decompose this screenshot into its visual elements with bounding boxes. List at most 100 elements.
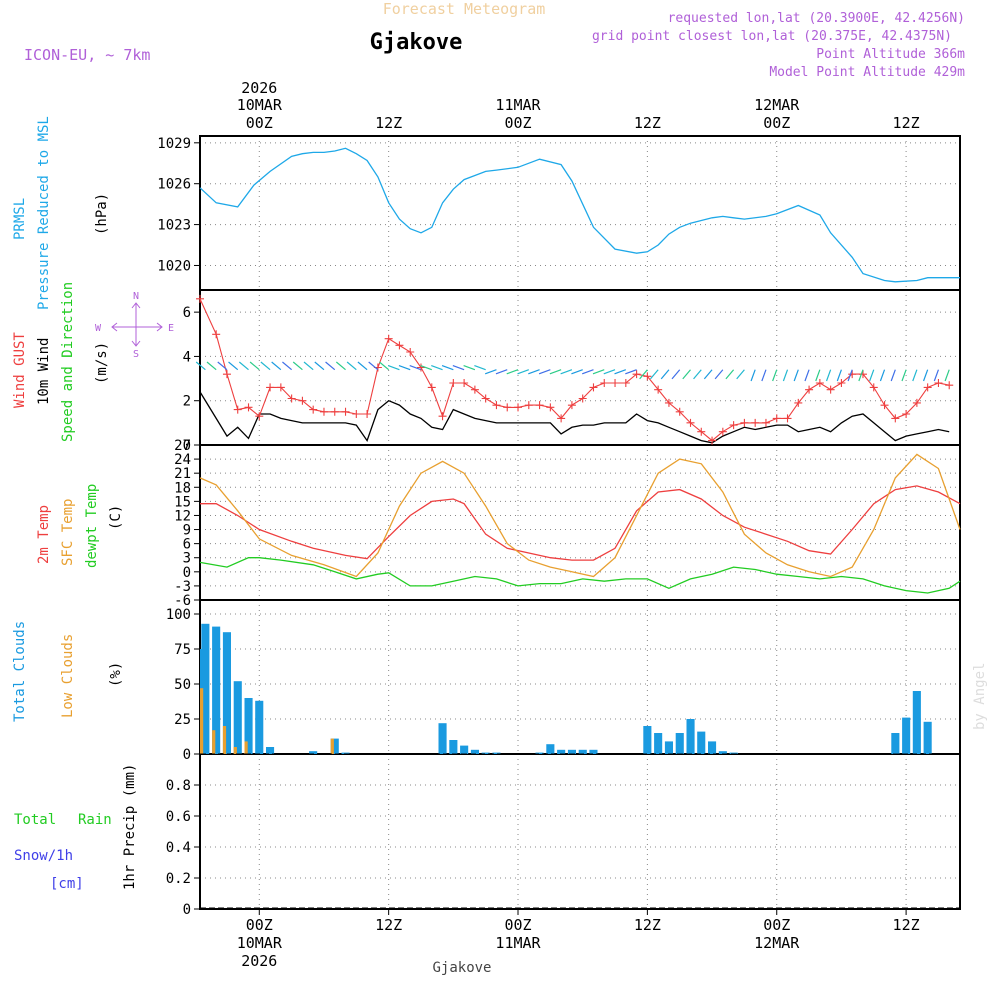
precip-total-label: Total (14, 812, 56, 828)
bottom-hour-label: 00Z (246, 916, 273, 934)
cloud-labels: Total Clouds Low Clouds (%) (12, 621, 124, 722)
total-cloud-bar (535, 752, 544, 754)
gust-marker (557, 414, 566, 423)
wind-arrow (206, 361, 217, 371)
gust-marker (341, 407, 350, 416)
wind-arrow (368, 361, 379, 371)
pressure-labels: PRMSL Pressure Reduced to MSL (hPa) (12, 116, 110, 310)
wind-units: (m/s) (94, 342, 110, 384)
wind-arrow (614, 369, 627, 375)
wind-arrow (441, 365, 454, 371)
bottom-hour-label: 00Z (763, 916, 790, 934)
total-cloud-bar (266, 747, 275, 754)
model-label: ICON-EU, ~ 7km (24, 46, 150, 64)
bottom-hour-label: 12Z (893, 916, 920, 934)
gust-marker (492, 401, 501, 410)
pressure-units: (hPa) (94, 193, 110, 235)
gust-marker (406, 348, 415, 356)
wind-arrow (314, 361, 325, 371)
y-tick-label: 1029 (157, 136, 191, 152)
wind-arrow (890, 369, 896, 382)
y-tick-label: 15 (174, 494, 191, 510)
y-tick-label: 1026 (157, 177, 191, 193)
total-cloud-bar (460, 745, 469, 754)
total-cloud-bar (330, 738, 339, 754)
gust-marker (621, 379, 630, 387)
temp-2m-line (200, 485, 961, 561)
y-tick-label: 4 (183, 349, 191, 365)
y-tick-label: 0.6 (166, 809, 191, 825)
total-cloud-bar (923, 721, 932, 754)
y-tick-label: 0 (183, 565, 191, 581)
low-cloud-bar (244, 741, 248, 754)
wind-arrow (750, 369, 756, 382)
gust-marker (384, 334, 393, 343)
gust-marker (514, 403, 523, 412)
footer-location: Gjakove (432, 960, 491, 976)
gust-marker (654, 385, 663, 394)
panel-frame (199, 135, 961, 291)
y-tick-label: 0.2 (166, 871, 191, 887)
top-hour-label: 12Z (893, 114, 920, 132)
gust-marker (438, 412, 447, 421)
gust-marker (740, 418, 749, 427)
wind-arrow (506, 369, 519, 375)
wind-arrow (815, 369, 821, 382)
gust-marker (352, 410, 361, 418)
panel-5: 0 0.2 0.4 0.6 0.8 (166, 753, 961, 918)
temp-2m-label: 2m Temp (36, 505, 52, 564)
wind-arrow (772, 369, 778, 382)
plot-panels: 10201023102610290246-6-30369121518212427… (157, 135, 961, 918)
compass-n: N (133, 291, 139, 302)
total-cloud-bar (567, 749, 576, 754)
wind-arrow (660, 369, 670, 380)
gust-marker (578, 394, 587, 403)
gust-marker (481, 394, 490, 403)
y-tick-label: 1023 (157, 218, 191, 234)
wind-gust-label: Wind GUST (12, 332, 28, 408)
gust-marker (600, 379, 609, 387)
wind-arrow (793, 369, 799, 382)
top-hour-label: 00Z (504, 114, 531, 132)
top-hour-label: 00Z (246, 114, 273, 132)
total-clouds-label: Total Clouds (12, 621, 28, 722)
wind-arrow (933, 369, 940, 382)
gust-marker (287, 394, 296, 403)
gust-marker (298, 396, 307, 405)
wind-arrow (847, 369, 853, 382)
gust-marker (567, 401, 576, 410)
wind-arrow (387, 365, 400, 371)
total-cloud-bar (718, 751, 727, 754)
compass-s: S (133, 349, 139, 360)
total-cloud-bar (481, 752, 490, 754)
gust-marker (934, 379, 943, 387)
grid-point-coords: grid point closest lon,lat (20.375E, 42.… (592, 29, 952, 44)
gust-marker (794, 398, 803, 407)
total-cloud-bar (255, 700, 264, 754)
wind-arrow (420, 365, 432, 371)
gust-marker (902, 410, 911, 418)
bottom-date-label: 11MAR (495, 934, 541, 952)
gust-marker (427, 383, 436, 392)
panel-frame (199, 599, 961, 755)
compass-e: E (168, 323, 174, 334)
gust-marker (664, 398, 673, 407)
pressure-line (199, 147, 960, 283)
y-tick-label: 24 (174, 452, 191, 468)
low-cloud-bar (222, 726, 227, 754)
gust-marker (535, 401, 544, 410)
y-tick-label: 50 (174, 677, 191, 693)
wind-arrow (693, 369, 702, 380)
total-cloud-bar (686, 719, 695, 754)
gust-marker (826, 385, 835, 394)
y-tick-label: 100 (166, 607, 191, 623)
wind-arrow (682, 369, 691, 380)
bottom-hour-label: 12Z (634, 916, 661, 934)
wind-arrow (538, 369, 551, 375)
total-cloud-bar (589, 749, 598, 754)
wind-arrow (282, 361, 293, 371)
temp-sfc-line (199, 453, 961, 578)
gust-marker (837, 379, 846, 387)
